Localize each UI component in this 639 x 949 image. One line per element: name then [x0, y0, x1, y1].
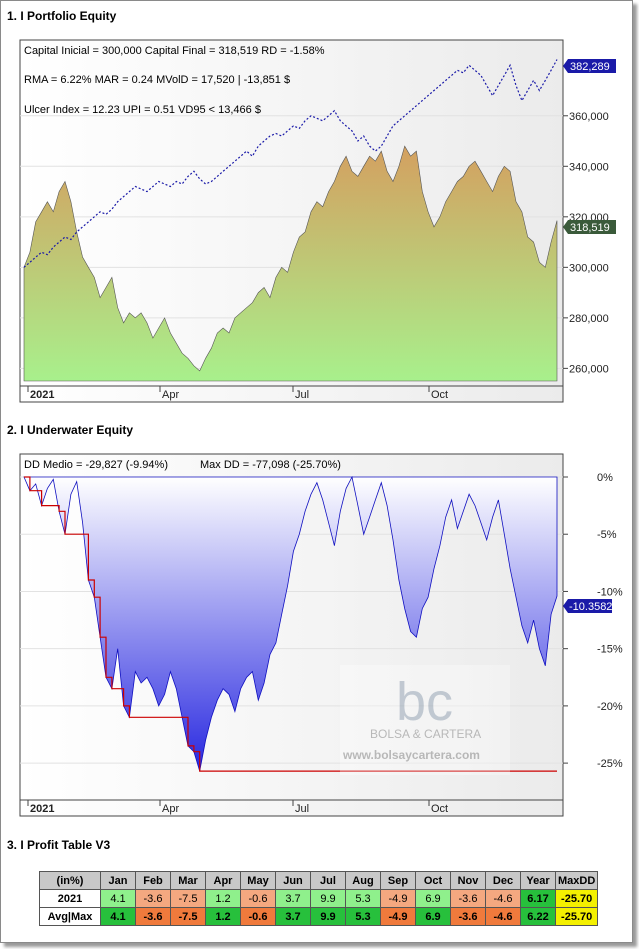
equity-x-tick-label: Jul: [295, 389, 309, 401]
equity-x-tick-label: Oct: [431, 389, 448, 401]
equity-y-tick-label: 360,000: [569, 111, 609, 123]
profit-table-cell: 6.22: [520, 907, 556, 926]
profit-table-column-header: Jun: [275, 871, 311, 890]
profit-table-cell: -4.6: [485, 889, 521, 908]
profit-table-cell: -4.9: [380, 907, 416, 926]
profit-table-cell: 3.7: [275, 907, 311, 926]
profit-table-row-label: Avg|Max: [39, 907, 101, 926]
watermark-logo: bc: [396, 672, 453, 732]
underwater-y-tick-label: -5%: [597, 529, 617, 541]
profit-table-cell: -3.6: [450, 889, 486, 908]
svg-text:318,519: 318,519: [570, 222, 610, 234]
profit-table-column-header: MaxDD: [554, 871, 599, 890]
profit-table-cell: 4.1: [100, 889, 136, 908]
profit-table-cell: -4.6: [485, 907, 521, 926]
equity-y-tick-label: 280,000: [569, 313, 609, 325]
underwater-section-title: 2. I Underwater Equity: [7, 423, 134, 437]
profit-table-cell: -7.5: [170, 889, 206, 908]
underwater-stats-line1: DD Medio = -29,827 (-9.94%): [24, 459, 168, 471]
underwater-x-tick-label: Oct: [431, 803, 448, 815]
portfolio-last-value-label: 318,519: [563, 220, 616, 234]
profit-table-column-header: Sep: [380, 871, 416, 890]
svg-text:-10.3582: -10.3582: [569, 601, 612, 613]
equity-y-tick-label: 300,000: [569, 262, 609, 274]
profit-table-column-header: Dec: [485, 871, 521, 890]
equity-stats-line2: RMA = 6.22% MAR = 0.24 MVolD = 17,520 | …: [24, 74, 290, 86]
profit-table-column-header: May: [240, 871, 276, 890]
profit-table-cell: 6.17: [520, 889, 556, 908]
profit-table-column-header: Year: [520, 871, 556, 890]
equity-x-tick-label: 2021: [30, 389, 54, 401]
profit-table-cell: 9.9: [310, 907, 346, 926]
underwater-y-tick-label: -10%: [597, 586, 623, 598]
profit-table-cell: -3.6: [135, 907, 171, 926]
profit-table-cell: -0.6: [240, 907, 276, 926]
profit-table-cell: 1.2: [205, 907, 241, 926]
profit-table-cell: -25.70: [554, 889, 599, 908]
svg-text:382,289: 382,289: [570, 61, 610, 73]
equity-x-tick-label: Apr: [162, 389, 179, 401]
profit-table-cell: 6.9: [415, 889, 451, 908]
profit-table-column-header: Jul: [310, 871, 346, 890]
underwater-y-tick-label: -20%: [597, 701, 623, 713]
underwater-x-tick-label: 2021: [30, 803, 54, 815]
equity-section-title: 1. I Portfolio Equity: [7, 9, 117, 23]
profit-table-column-header: Jan: [100, 871, 136, 890]
underwater-x-tick-label: Jul: [295, 803, 309, 815]
profit-table-cell: 4.1: [100, 907, 136, 926]
profit-table-column-header: Nov: [450, 871, 486, 890]
underwater-chart: 0% -5% -10% -15% -20% -25% 2021 Apr Jul Oct DD M…: [19, 453, 623, 817]
benchmark-last-value-label: 382,289: [563, 59, 616, 73]
profit-table-cell: -7.5: [170, 907, 206, 926]
profit-table-header: (in%) Jan Feb Mar Apr May Jun Jul Aug Sep Oct Nov De…: [39, 871, 599, 890]
profit-table-column-header: (in%): [39, 871, 101, 890]
profit-table-row: Avg|Max 4.1 -3.6 -7.5 1.2 -0.6 3.7 9.9 5.3 -4.9 6.…: [39, 907, 599, 926]
underwater-y-tick-label: 0%: [597, 472, 613, 484]
underwater-x-tick-label: Apr: [162, 803, 179, 815]
profit-table-cell: 5.3: [345, 889, 381, 908]
profit-table-cell: 6.9: [415, 907, 451, 926]
equity-chart: 260,000280,000300,000320,000340,000360,0…: [19, 39, 616, 403]
profit-table-column-header: Oct: [415, 871, 451, 890]
profit-table-column-header: Apr: [205, 871, 241, 890]
underwater-drawdown-area: [23, 475, 558, 772]
profit-table-cell: 9.9: [310, 889, 346, 908]
profit-table-row: 2021 4.1 -3.6 -7.5 1.2 -0.6 3.7 9.9 5.3 -4.9 6.9 -3…: [39, 889, 599, 908]
underwater-last-value-label: -10.3582: [563, 599, 612, 613]
watermark-name: BOLSA & CARTERA: [370, 727, 481, 741]
equity-portfolio-area: [23, 145, 558, 382]
profit-table-cell: -25.70: [554, 907, 599, 926]
profit-table-cell: 1.2: [205, 889, 241, 908]
profit-section-title: 3. I Profit Table V3: [7, 838, 111, 852]
underwater-stats-line2: Max DD = -77,098 (-25.70%): [200, 459, 341, 471]
watermark-url: www.bolsaycartera.com: [342, 748, 480, 762]
profit-table-cell: -3.6: [135, 889, 171, 908]
equity-benchmark-line: [23, 59, 558, 268]
profit-table-column-header: Aug: [345, 871, 381, 890]
underwater-y-tick-label: -15%: [597, 644, 623, 656]
equity-y-tick-label: 340,000: [569, 161, 609, 173]
underwater-maxdd-line: [24, 476, 557, 772]
profit-table-cell: -3.6: [450, 907, 486, 926]
equity-y-tick-label: 260,000: [569, 363, 609, 375]
profit-table-cell: -0.6: [240, 889, 276, 908]
profit-table: (in%) Jan Feb Mar Apr May Jun Jul Aug Sep Oct Nov De…: [39, 871, 599, 926]
profit-table-column-header: Mar: [170, 871, 206, 890]
profit-table-cell: 5.3: [345, 907, 381, 926]
profit-table-cell: -4.9: [380, 889, 416, 908]
profit-table-row-label: 2021: [39, 889, 101, 908]
profit-table-cell: 3.7: [275, 889, 311, 908]
watermark: bc BOLSA & CARTERA www.bolsaycartera.com: [340, 665, 510, 775]
equity-stats-line1: Capital Inicial = 300,000 Capital Final …: [24, 45, 325, 57]
profit-table-column-header: Feb: [135, 871, 171, 890]
underwater-y-tick-label: -25%: [597, 758, 623, 770]
equity-stats-line3: Ulcer Index = 12.23 UPI = 0.51 VD95 < 13…: [24, 104, 261, 116]
